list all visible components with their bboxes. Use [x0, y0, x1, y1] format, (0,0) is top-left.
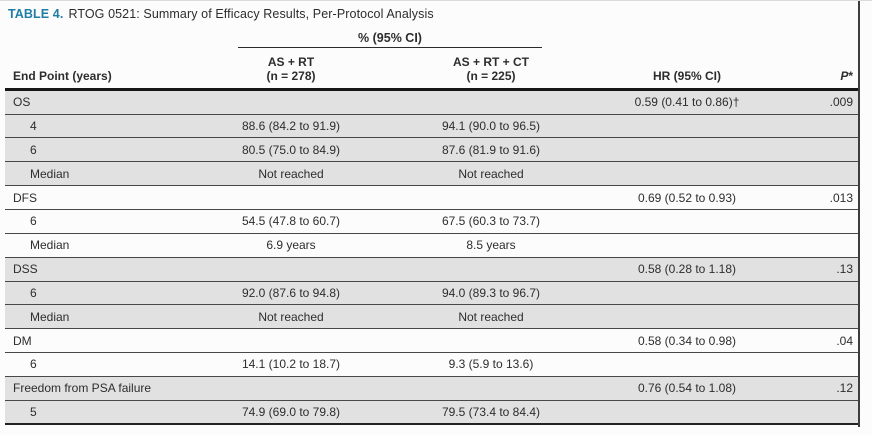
spanning-header-cell: % (95% CI) [190, 28, 590, 48]
col-header-as-rt-name: AS + RT [267, 55, 315, 69]
endpoint-cell: DFS [13, 190, 37, 205]
spanning-header-row: % (95% CI) [5, 28, 858, 48]
arm1-cell: Not reached [258, 166, 324, 181]
efficacy-results-table: % (95% CI) End Point (years) AS + RT (n … [5, 28, 858, 425]
table-row: 4 88.6 (84.2 to 91.9) 94.1 (90.0 to 96.5… [5, 114, 858, 139]
arm1-cell: 14.1 (10.2 to 18.7) [241, 357, 341, 372]
arm1-cell: 6.9 years [266, 238, 316, 253]
endpoint-cell: OS [13, 95, 31, 110]
hr-cell: 0.59 (0.41 to 0.86)† [634, 95, 740, 110]
arm2-cell: 8.5 years [466, 238, 516, 253]
p-cell: .009 [829, 95, 853, 110]
col-header-as-rt-ct-name: AS + RT + CT [452, 55, 529, 69]
table-row: 6 92.0 (87.6 to 94.8) 94.0 (89.3 to 96.7… [5, 281, 858, 306]
arm2-cell: 67.5 (60.3 to 73.7) [441, 214, 541, 229]
hr-cell: 0.69 (0.52 to 0.93) [637, 190, 737, 205]
table-row: 6 54.5 (47.8 to 60.7) 67.5 (60.3 to 73.7… [5, 210, 858, 234]
arm1-cell: 92.0 (87.6 to 94.8) [241, 285, 341, 300]
p-header-letter: P [840, 69, 849, 84]
table-row: DSS 0.58 (0.28 to 1.18) .13 [5, 257, 858, 282]
col-header-as-rt-n: (n = 278) [266, 69, 316, 84]
table-row: DM 0.58 (0.34 to 0.98) .04 [5, 329, 858, 354]
p-cell: .013 [829, 190, 853, 205]
arm1-cell: Not reached [258, 309, 324, 324]
endpoint-cell: DM [13, 333, 32, 348]
endpoint-cell: Median [30, 309, 70, 324]
table-row: OS 0.59 (0.41 to 0.86)† .009 [5, 90, 858, 115]
col-header-hr: HR (95% CI) [652, 69, 721, 84]
endpoint-cell: 6 [30, 285, 37, 300]
table-row: Median Not reached Not reached [5, 162, 858, 187]
page-edge-rule [858, 1, 860, 427]
arm1-cell: 80.5 (75.0 to 84.9) [241, 142, 341, 157]
arm2-cell: 79.5 (73.4 to 84.4) [441, 404, 541, 419]
endpoint-cell: 6 [30, 142, 37, 157]
table-row: Freedom from PSA failure 0.76 (0.54 to 1… [5, 376, 858, 401]
arm1-cell: 74.9 (69.0 to 79.8) [241, 404, 341, 419]
endpoint-cell: Freedom from PSA failure [13, 381, 152, 396]
p-cell: .13 [836, 262, 853, 277]
arm2-cell: 94.0 (89.3 to 96.7) [441, 285, 541, 300]
col-header-as-rt-ct-n: (n = 225) [466, 69, 516, 84]
column-header-row: End Point (years) AS + RT (n = 278) AS +… [5, 48, 858, 91]
endpoint-cell: 5 [30, 404, 37, 419]
arm2-cell: Not reached [458, 309, 524, 324]
hr-cell: 0.58 (0.28 to 1.18) [637, 262, 737, 277]
table-row: 5 74.9 (69.0 to 79.8) 79.5 (73.4 to 84.4… [5, 400, 858, 425]
arm2-cell: 94.1 (90.0 to 96.5) [441, 119, 541, 134]
table-row: Median Not reached Not reached [5, 305, 858, 330]
arm1-cell: 88.6 (84.2 to 91.9) [241, 119, 341, 134]
p-header-asterisk: * [848, 69, 853, 84]
endpoint-cell: DSS [13, 262, 38, 277]
endpoint-cell: 6 [30, 214, 37, 229]
endpoint-cell: 4 [30, 119, 37, 134]
col-header-as-rt-ct: AS + RT + CT (n = 225) [392, 55, 590, 84]
endpoint-cell: Median [30, 166, 70, 181]
arm2-cell: Not reached [458, 166, 524, 181]
table-body: OS 0.59 (0.41 to 0.86)† .009 4 88.6 (84.… [5, 90, 858, 425]
endpoint-cell: 6 [30, 357, 37, 372]
hr-cell: 0.76 (0.54 to 1.08) [637, 381, 737, 396]
percent-ci-span-header: % (95% CI) [238, 31, 542, 48]
endpoint-cell: Median [30, 238, 70, 253]
p-cell: .04 [836, 333, 853, 348]
table-row: 6 14.1 (10.2 to 18.7) 9.3 (5.9 to 13.6) [5, 353, 858, 377]
col-header-as-rt: AS + RT (n = 278) [190, 55, 392, 84]
table-caption-text: RTOG 0521: Summary of Efficacy Results, … [68, 7, 434, 21]
arm2-cell: 9.3 (5.9 to 13.6) [448, 357, 534, 372]
p-cell: .12 [836, 381, 853, 396]
col-header-p-value: P* [784, 69, 858, 83]
table-row: 6 80.5 (75.0 to 84.9) 87.6 (81.9 to 91.6… [5, 138, 858, 163]
table-row: DFS 0.69 (0.52 to 0.93) .013 [5, 186, 858, 210]
hr-cell: 0.58 (0.34 to 0.98) [637, 333, 737, 348]
arm2-cell: 87.6 (81.9 to 91.6) [441, 142, 541, 157]
table-row: Median 6.9 years 8.5 years [5, 234, 858, 258]
col-header-endpoint: End Point (years) [13, 69, 112, 84]
table-caption: TABLE 4. RTOG 0521: Summary of Efficacy R… [8, 7, 434, 21]
arm1-cell: 54.5 (47.8 to 60.7) [241, 214, 341, 229]
table-number-label: TABLE 4. [8, 7, 64, 21]
